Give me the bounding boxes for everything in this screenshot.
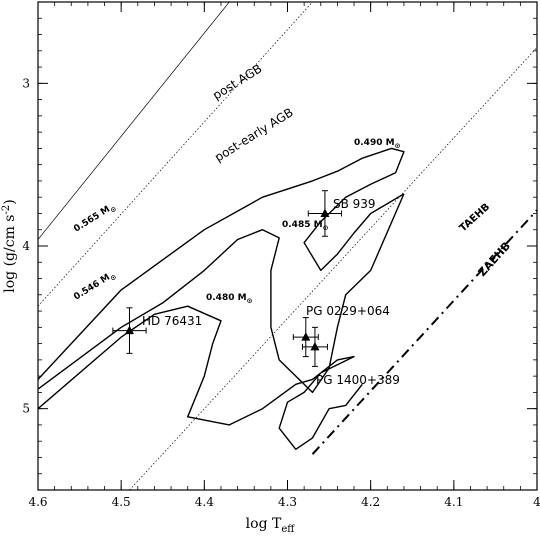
star-point-2 [292,317,319,358]
evolution-track-1 [38,193,405,394]
y-tick-label: 3 [22,76,30,90]
x-axis-title: log Teff [246,516,296,535]
y-axis-title: log (g/cm s-2) [1,199,18,292]
zaehb-label: ZAEHB [476,239,513,279]
y-tick-label: 5 [22,402,30,416]
triangle-marker [124,325,134,335]
x-tick-label: 4.3 [278,495,297,509]
evolution-track-2 [38,305,363,450]
star-point-1 [307,190,343,237]
star-label-pg0229: PG 0229+064 [306,304,390,318]
svg-text:0.546 M⊙: 0.546 M⊙ [72,269,118,304]
plot-frame [37,1,538,491]
mass-label-485: 0.485 M⊙ [282,220,328,232]
y-tick-label: 4 [22,239,30,253]
post-agb-label: post AGB [210,61,264,102]
mass-label-490: 0.490 M⊙ [354,138,400,150]
mass-label-480: 0.480 M⊙ [206,293,252,305]
svg-text:0.565 M⊙: 0.565 M⊙ [72,201,118,236]
x-tick-label: 4.1 [444,495,463,509]
x-tick-label: 4.4 [195,495,214,509]
evolution-track-0 [38,147,405,380]
star-label-hd76431: HD 76431 [142,314,202,328]
star-point-0 [112,307,147,354]
mass-label-565: 0.565 M⊙ [72,201,118,236]
star-label-pg1400: PG 1400+389 [316,373,400,387]
x-tick-label: 4.2 [361,495,380,509]
reference-line-1 [38,2,313,307]
x-tick-label: 4.5 [112,495,131,509]
x-tick-label: 4 [533,495,540,509]
triangle-marker [310,341,320,351]
star-label-sb939: SB 939 [333,197,376,211]
x-tick-label: 4.6 [28,495,47,509]
post-early-agb-label: post-early AGB [212,105,295,164]
reference-line-0 [38,2,230,240]
triangle-marker [301,332,311,341]
taehb-label: TAEHB [458,202,493,235]
reference-line-2 [129,47,537,490]
triangle-marker [320,208,330,217]
mass-label-546: 0.546 M⊙ [72,269,118,304]
star-point-3 [301,326,328,367]
